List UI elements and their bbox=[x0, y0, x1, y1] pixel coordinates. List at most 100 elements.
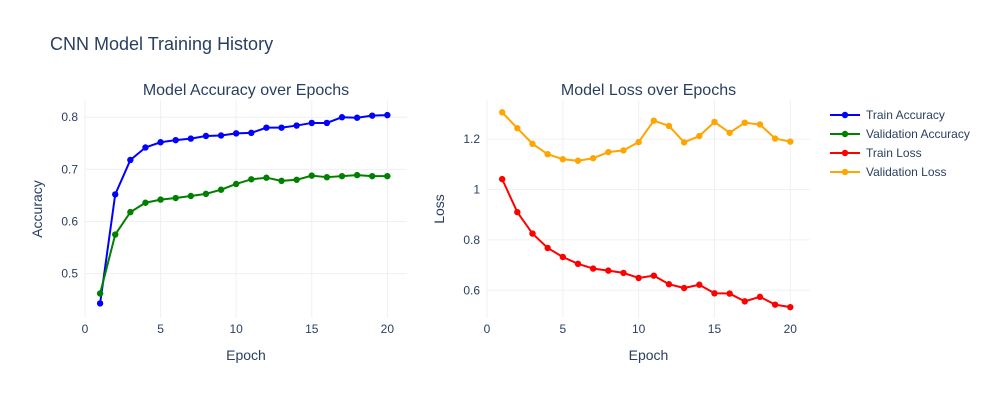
train-accuracy-point bbox=[384, 111, 391, 119]
validation-accuracy-line bbox=[99, 174, 388, 294]
train-accuracy-point bbox=[172, 136, 179, 144]
loss-panel: Model Loss over Epochs 0 5 10 15 20 0.6 0.8 1 1.2… bbox=[431, 82, 810, 363]
loss-y-tick-label: 1.2 bbox=[463, 132, 480, 146]
validation-loss-point bbox=[635, 138, 642, 146]
figure-title: CNN Model Training History bbox=[50, 34, 273, 54]
validation-accuracy-point bbox=[369, 172, 376, 180]
legend-item-validation-accuracy[interactable]: Validation Accuracy bbox=[830, 127, 970, 141]
train-accuracy-line bbox=[99, 114, 388, 304]
train-loss-point bbox=[589, 265, 597, 272]
train-accuracy-point bbox=[353, 114, 361, 121]
train-loss-point bbox=[559, 253, 567, 261]
train-accuracy-point bbox=[127, 156, 134, 164]
validation-accuracy-point bbox=[308, 172, 315, 179]
train-loss-point bbox=[787, 303, 794, 311]
accuracy-y-tick-label: 0.7 bbox=[61, 162, 78, 176]
train-loss-point bbox=[620, 269, 627, 277]
legend-item-train-loss[interactable]: Train Loss bbox=[830, 146, 922, 160]
validation-loss-point bbox=[589, 155, 597, 162]
legend-item-validation-loss[interactable]: Validation Loss bbox=[830, 165, 947, 179]
legend-label: Validation Loss bbox=[866, 165, 947, 179]
loss-y-tick-label: 0.6 bbox=[463, 283, 480, 297]
validation-loss-point bbox=[605, 148, 612, 156]
train-accuracy-point bbox=[96, 300, 104, 307]
train-accuracy-point bbox=[278, 124, 285, 131]
loss-x-tick-label: 15 bbox=[708, 322, 722, 336]
validation-accuracy-point bbox=[157, 196, 164, 203]
validation-accuracy-point bbox=[112, 231, 119, 238]
validation-loss-point bbox=[650, 117, 658, 124]
legend-label: Validation Accuracy bbox=[866, 127, 970, 141]
validation-accuracy-point bbox=[96, 290, 104, 297]
validation-accuracy-point bbox=[248, 176, 255, 183]
legend-label: Train Accuracy bbox=[866, 108, 945, 122]
validation-loss-point bbox=[680, 139, 688, 146]
validation-loss-point bbox=[787, 138, 794, 145]
validation-accuracy-point bbox=[263, 174, 270, 181]
validation-accuracy-point bbox=[293, 176, 300, 183]
accuracy-subplot-title: Model Accuracy over Epochs bbox=[143, 82, 349, 99]
legend-swatch-marker bbox=[841, 168, 849, 176]
accuracy-x-tick-label: 20 bbox=[381, 322, 395, 336]
train-loss-point bbox=[544, 244, 551, 252]
legend-swatch-marker bbox=[841, 111, 849, 119]
train-accuracy-point bbox=[338, 114, 346, 121]
validation-accuracy-point bbox=[278, 177, 285, 185]
train-loss-point bbox=[529, 230, 536, 237]
validation-loss-point bbox=[514, 125, 521, 132]
validation-loss-point bbox=[574, 157, 582, 164]
accuracy-x-tick-label: 5 bbox=[157, 322, 164, 336]
validation-loss-point bbox=[544, 150, 551, 158]
train-accuracy-point bbox=[369, 112, 376, 119]
legend: Train Accuracy Validation Accuracy Train L… bbox=[830, 108, 970, 179]
train-loss-point bbox=[514, 208, 521, 216]
train-accuracy-point bbox=[323, 119, 331, 127]
validation-accuracy-point bbox=[323, 173, 331, 181]
train-loss-point bbox=[605, 267, 612, 274]
train-loss-point bbox=[635, 274, 642, 282]
accuracy-x-tick-label: 10 bbox=[229, 322, 243, 336]
train-accuracy-point bbox=[217, 132, 225, 139]
accuracy-y-tick-label: 0.8 bbox=[61, 110, 78, 124]
validation-loss-point bbox=[529, 140, 536, 148]
train-loss-line bbox=[501, 178, 791, 309]
legend-label: Train Loss bbox=[866, 146, 922, 160]
train-accuracy-point bbox=[248, 129, 255, 137]
validation-accuracy-point bbox=[353, 171, 361, 179]
validation-accuracy-point bbox=[384, 172, 391, 180]
train-loss-point bbox=[756, 293, 764, 301]
accuracy-panel: Model Accuracy over Epochs 0 5 10 15 20 0.5 0.6… bbox=[29, 82, 407, 363]
legend-item-train-accuracy[interactable]: Train Accuracy bbox=[830, 108, 945, 122]
validation-accuracy-point bbox=[202, 190, 210, 198]
train-accuracy-point bbox=[187, 135, 195, 142]
train-accuracy-point bbox=[308, 119, 315, 127]
validation-accuracy-point bbox=[172, 194, 179, 202]
train-accuracy-point bbox=[112, 191, 119, 198]
accuracy-x-axis-title: Epoch bbox=[226, 347, 266, 363]
train-loss-point bbox=[726, 290, 733, 297]
loss-y-axis-title: Loss bbox=[431, 194, 447, 224]
validation-loss-point bbox=[665, 122, 673, 130]
train-accuracy-point bbox=[293, 122, 300, 129]
validation-loss-point bbox=[559, 156, 567, 163]
train-accuracy-point bbox=[142, 144, 149, 151]
train-loss-point bbox=[680, 284, 688, 292]
accuracy-y-tick-label: 0.5 bbox=[61, 267, 78, 281]
validation-accuracy-point bbox=[142, 199, 149, 206]
train-loss-point bbox=[771, 301, 779, 308]
train-loss-point bbox=[498, 175, 506, 183]
train-accuracy-point bbox=[232, 130, 240, 137]
accuracy-x-tick-label: 15 bbox=[305, 322, 319, 336]
loss-y-tick-label: 0.8 bbox=[463, 233, 480, 247]
loss-x-tick-label: 5 bbox=[559, 322, 566, 336]
train-loss-point bbox=[650, 272, 658, 279]
train-loss-point bbox=[665, 281, 673, 288]
validation-loss-point bbox=[498, 109, 506, 116]
validation-loss-point bbox=[771, 135, 779, 142]
train-loss-point bbox=[741, 298, 748, 305]
validation-accuracy-point bbox=[217, 186, 225, 193]
legend-swatch-marker bbox=[841, 149, 849, 157]
train-loss-point bbox=[696, 281, 703, 288]
loss-x-axis-title: Epoch bbox=[629, 347, 669, 363]
